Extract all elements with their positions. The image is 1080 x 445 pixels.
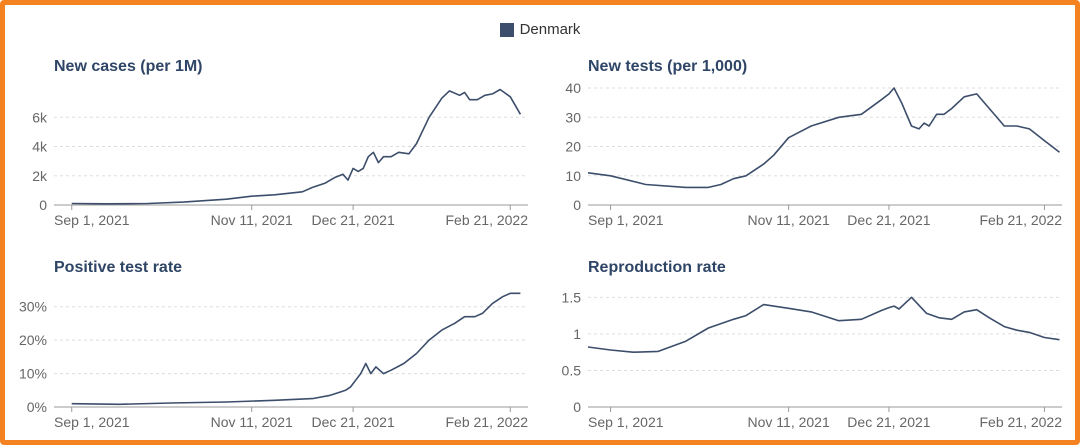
x-tick-label: Feb 21, 2022	[445, 212, 528, 228]
series-line-denmark[interactable]	[587, 296, 1060, 354]
chart-title: New tests (per 1,000)	[588, 58, 748, 75]
x-tick-label: Feb 21, 2022	[445, 414, 528, 430]
y-tick-label: 1	[573, 326, 581, 342]
x-tick-label: Dec 21, 2021	[311, 212, 394, 228]
x-tick-label: Dec 21, 2021	[847, 212, 930, 228]
y-tick-label: 10	[565, 168, 581, 184]
y-tick-label: 0	[573, 399, 581, 415]
y-tick-label: 2k	[32, 168, 48, 184]
y-tick-label: 0	[573, 197, 581, 213]
y-tick-label: 30	[565, 109, 581, 125]
y-tick-label: 10%	[19, 366, 47, 382]
x-tick-label: Feb 21, 2022	[979, 212, 1062, 228]
y-tick-label: 30%	[19, 299, 47, 315]
x-tick-label: Sep 1, 2021	[54, 212, 130, 228]
chart-title: Reproduction rate	[588, 259, 726, 276]
x-tick-label: Sep 1, 2021	[54, 414, 130, 430]
x-tick-label: Sep 1, 2021	[588, 212, 664, 228]
x-tick-label: Feb 21, 2022	[979, 414, 1062, 430]
y-tick-label: 4k	[32, 139, 48, 155]
legend[interactable]: Denmark	[0, 21, 1080, 38]
x-tick-label: Sep 1, 2021	[588, 414, 664, 430]
y-tick-label: 20%	[19, 332, 47, 348]
series-line-denmark[interactable]	[71, 292, 521, 406]
y-tick-label: 0.5	[562, 362, 582, 378]
chart-title: New cases (per 1M)	[54, 58, 203, 75]
series-line-denmark[interactable]	[71, 88, 522, 205]
legend-label: Denmark	[519, 21, 581, 38]
legend-swatch	[499, 22, 514, 37]
y-tick-label: 40	[565, 80, 581, 96]
x-tick-label: Nov 11, 2021	[748, 414, 830, 430]
x-tick-label: Nov 11, 2021	[748, 212, 830, 228]
y-tick-label: 6k	[32, 109, 48, 125]
y-tick-label: 0%	[27, 399, 47, 415]
y-tick-label: 0	[39, 197, 47, 213]
x-tick-label: Nov 11, 2021	[211, 212, 293, 228]
y-tick-label: 1.5	[562, 289, 582, 305]
chart-title: Positive test rate	[54, 259, 183, 276]
series-line-denmark[interactable]	[587, 87, 1060, 189]
x-tick-label: Nov 11, 2021	[211, 414, 293, 430]
x-tick-label: Dec 21, 2021	[311, 414, 394, 430]
x-tick-label: Dec 21, 2021	[847, 414, 930, 430]
y-tick-label: 20	[565, 139, 581, 155]
